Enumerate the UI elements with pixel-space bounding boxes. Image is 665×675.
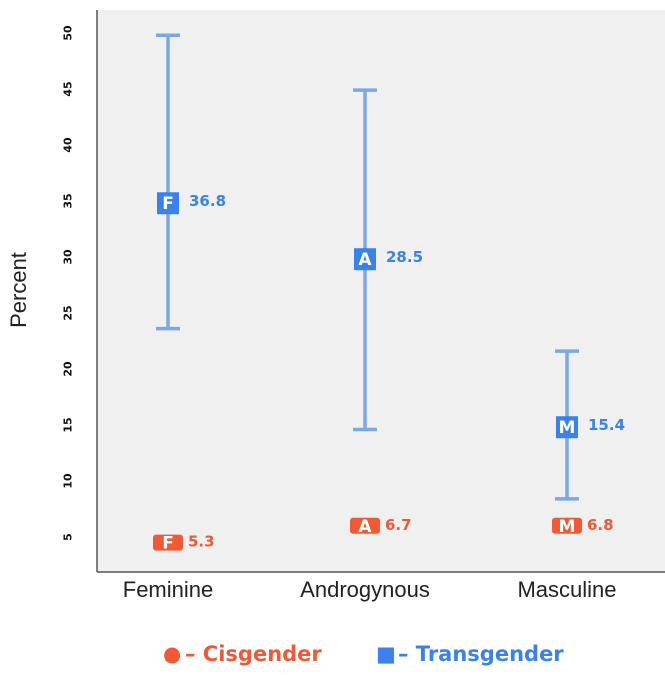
transgender-value-label: 36.8 [189, 192, 226, 210]
x-ticks: Feminine Androgynous Masculine [123, 577, 617, 602]
cisgender-point-letter: F [162, 534, 174, 554]
transgender-value-label: 15.4 [588, 416, 625, 434]
legend-transgender-marker: ■ [376, 642, 396, 666]
y-ticks: 5 10 15 20 25 30 35 40 45 50 [62, 25, 75, 541]
y-axis-label: Percent [6, 252, 31, 328]
y-tick-label: 20 [62, 361, 75, 377]
x-tick-label: Androgynous [300, 577, 430, 602]
cisgender-point-letter: M [559, 517, 576, 537]
transgender-point-letter: A [358, 250, 372, 270]
cisgender-value-label: 6.7 [385, 516, 412, 534]
y-tick-label: 30 [62, 249, 75, 265]
x-tick-label: Masculine [517, 577, 616, 602]
transgender-value-label: 28.5 [386, 248, 423, 266]
y-tick-label: 5 [62, 533, 75, 541]
plot-area [97, 10, 665, 572]
legend: ● – Cisgender ■ – Transgender [163, 642, 564, 666]
y-tick-label: 15 [62, 417, 75, 432]
y-tick-label: 45 [62, 81, 75, 96]
cisgender-point-letter: A [358, 517, 372, 537]
y-tick-label: 25 [62, 305, 75, 320]
x-tick-label: Feminine [123, 577, 213, 602]
y-tick-label: 35 [62, 193, 75, 208]
legend-transgender-label: – Transgender [398, 642, 564, 666]
cisgender-value-label: 5.3 [188, 533, 215, 551]
cisgender-value-label: 6.8 [587, 516, 614, 534]
y-tick-label: 40 [62, 137, 75, 153]
y-tick-label: 50 [62, 25, 75, 41]
y-tick-label: 10 [62, 473, 75, 489]
legend-cisgender-label: – Cisgender [185, 642, 322, 666]
legend-cisgender-marker: ● [163, 642, 181, 666]
transgender-point-letter: M [559, 418, 576, 438]
transgender-point-letter: F [162, 194, 174, 214]
